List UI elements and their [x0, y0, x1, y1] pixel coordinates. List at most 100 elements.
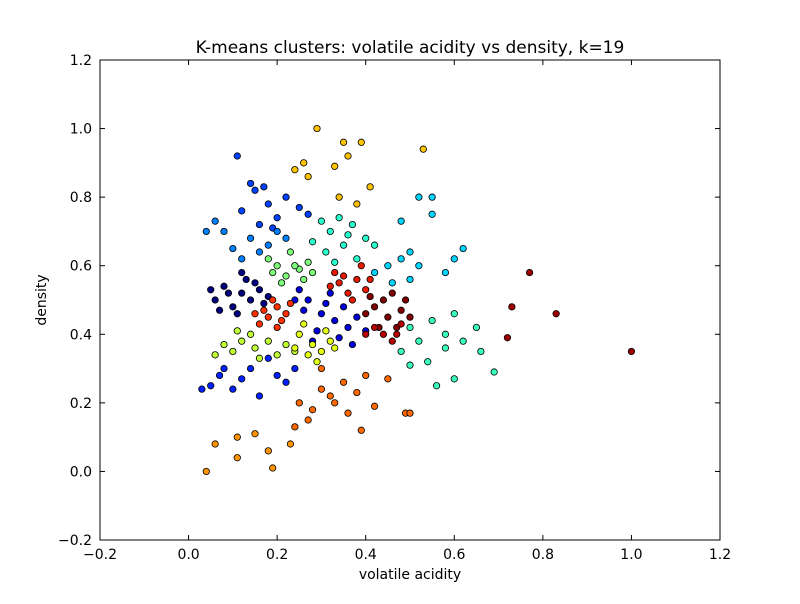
data-point-cluster-6	[322, 248, 330, 256]
data-point-cluster-5	[415, 193, 423, 201]
data-point-cluster-11	[353, 200, 361, 208]
x-tick-label: 1.2	[709, 547, 731, 563]
data-point-cluster-5	[384, 262, 392, 270]
data-point-cluster-1	[339, 303, 348, 311]
x-axis-label: volatile acidity	[359, 567, 461, 583]
data-point-cluster-1	[348, 340, 357, 349]
data-point-cluster-12	[353, 388, 361, 397]
data-point-cluster-10	[313, 358, 321, 366]
data-point-cluster-5	[406, 275, 414, 284]
data-point-cluster-3	[229, 385, 237, 393]
data-point-cluster-5	[388, 279, 396, 287]
x-tick-label: 0.4	[355, 547, 377, 563]
data-point-cluster-2	[255, 220, 264, 229]
data-point-cluster-3	[273, 371, 281, 380]
data-point-cluster-14	[273, 303, 281, 311]
data-point-cluster-12	[384, 375, 392, 383]
data-point-cluster-15	[326, 282, 334, 290]
data-point-cluster-16	[384, 313, 392, 321]
data-point-cluster-1	[331, 316, 339, 325]
data-point-cluster-14	[286, 299, 295, 308]
data-point-cluster-9	[233, 327, 241, 335]
data-point-cluster-6	[335, 214, 343, 222]
data-point-cluster-10	[304, 351, 312, 359]
data-point-cluster-3	[264, 354, 272, 362]
data-point-cluster-18	[393, 330, 401, 338]
data-point-cluster-6	[353, 255, 361, 263]
data-point-cluster-3	[246, 364, 255, 373]
data-point-cluster-0	[251, 279, 259, 287]
data-point-cluster-6	[317, 217, 326, 225]
data-point-cluster-4	[255, 248, 264, 256]
data-point-cluster-11	[291, 166, 299, 174]
data-point-cluster-12	[317, 364, 326, 373]
data-point-cluster-16	[362, 310, 370, 318]
data-point-cluster-0	[246, 296, 255, 304]
data-point-cluster-7	[459, 337, 467, 345]
data-point-cluster-0	[224, 289, 233, 297]
data-point-cluster-2	[233, 152, 241, 160]
data-point-cluster-9	[220, 340, 228, 349]
data-point-cluster-0	[238, 289, 246, 297]
data-point-cluster-18	[397, 320, 405, 328]
data-point-cluster-12	[304, 416, 312, 424]
data-point-cluster-13	[233, 433, 241, 441]
data-point-cluster-14	[264, 313, 272, 321]
data-point-cluster-6	[344, 231, 352, 239]
data-point-cluster-7	[472, 323, 481, 332]
data-point-cluster-10	[322, 327, 330, 335]
data-point-cluster-2	[246, 179, 255, 188]
data-point-cluster-8	[304, 258, 312, 266]
data-point-cluster-9	[238, 337, 246, 345]
x-tick-label: −0.2	[83, 547, 117, 563]
data-point-cluster-15	[362, 286, 370, 294]
data-point-cluster-12	[344, 409, 352, 417]
data-point-cluster-0	[220, 282, 228, 290]
data-point-cluster-9	[264, 337, 272, 345]
data-point-cluster-16	[379, 296, 388, 304]
data-point-cluster-4	[264, 241, 272, 249]
data-point-cluster-6	[362, 234, 370, 242]
data-point-cluster-5	[406, 248, 414, 256]
y-tick-label: 0.4	[70, 327, 92, 343]
data-point-cluster-8	[300, 275, 308, 284]
data-point-cluster-9	[229, 347, 237, 356]
data-point-cluster-11	[300, 159, 308, 167]
data-point-cluster-0	[229, 303, 237, 311]
data-point-cluster-12	[308, 406, 317, 414]
data-point-cluster-14	[255, 320, 264, 328]
data-point-cluster-0	[260, 299, 268, 308]
data-point-cluster-15	[331, 268, 339, 277]
data-point-cluster-16	[370, 303, 379, 311]
data-point-cluster-10	[300, 320, 308, 328]
data-point-cluster-5	[397, 255, 405, 263]
data-point-cluster-8	[277, 279, 286, 287]
data-point-cluster-1	[322, 299, 330, 308]
data-point-cluster-8	[273, 262, 281, 270]
data-point-cluster-4	[282, 234, 290, 242]
data-point-cluster-2	[260, 183, 268, 191]
data-point-cluster-1	[326, 289, 334, 297]
data-point-cluster-1	[335, 334, 343, 342]
data-point-cluster-18	[379, 330, 388, 338]
data-point-cluster-0	[255, 286, 264, 294]
data-point-cluster-4	[246, 234, 255, 242]
data-point-cluster-7	[424, 358, 432, 366]
x-tick-label: 0.6	[443, 547, 465, 563]
data-point-cluster-11	[304, 172, 312, 181]
data-point-cluster-5	[441, 268, 450, 277]
data-point-cluster-12	[362, 371, 370, 380]
data-point-cluster-2	[273, 214, 281, 222]
y-tick-label: 0.8	[70, 190, 92, 206]
data-point-cluster-11	[419, 145, 427, 153]
data-point-cluster-7	[441, 344, 450, 352]
data-point-cluster-12	[317, 385, 326, 393]
data-point-cluster-3	[215, 371, 224, 380]
data-point-cluster-17	[508, 303, 516, 311]
plot-area-frame	[99, 59, 721, 541]
data-point-cluster-11	[344, 152, 352, 160]
data-point-cluster-13	[264, 447, 272, 455]
data-point-cluster-5	[397, 217, 405, 225]
data-point-cluster-2	[304, 210, 312, 218]
data-point-cluster-6	[326, 227, 334, 236]
